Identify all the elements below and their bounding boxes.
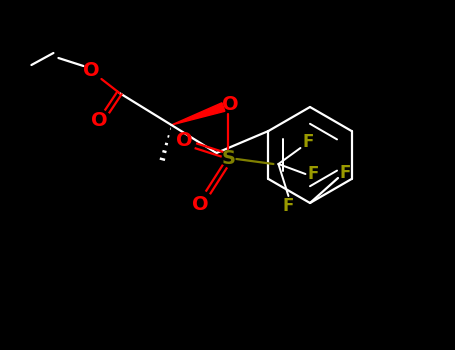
Text: O: O [91, 112, 108, 131]
Text: F: F [308, 165, 319, 183]
Text: O: O [176, 132, 193, 150]
Text: F: F [339, 164, 351, 182]
Text: F: F [303, 133, 314, 151]
Text: F: F [283, 197, 294, 215]
Text: O: O [192, 195, 209, 214]
Text: O: O [222, 94, 239, 113]
Text: O: O [83, 62, 100, 80]
Polygon shape [172, 103, 225, 125]
Text: S: S [222, 149, 235, 168]
